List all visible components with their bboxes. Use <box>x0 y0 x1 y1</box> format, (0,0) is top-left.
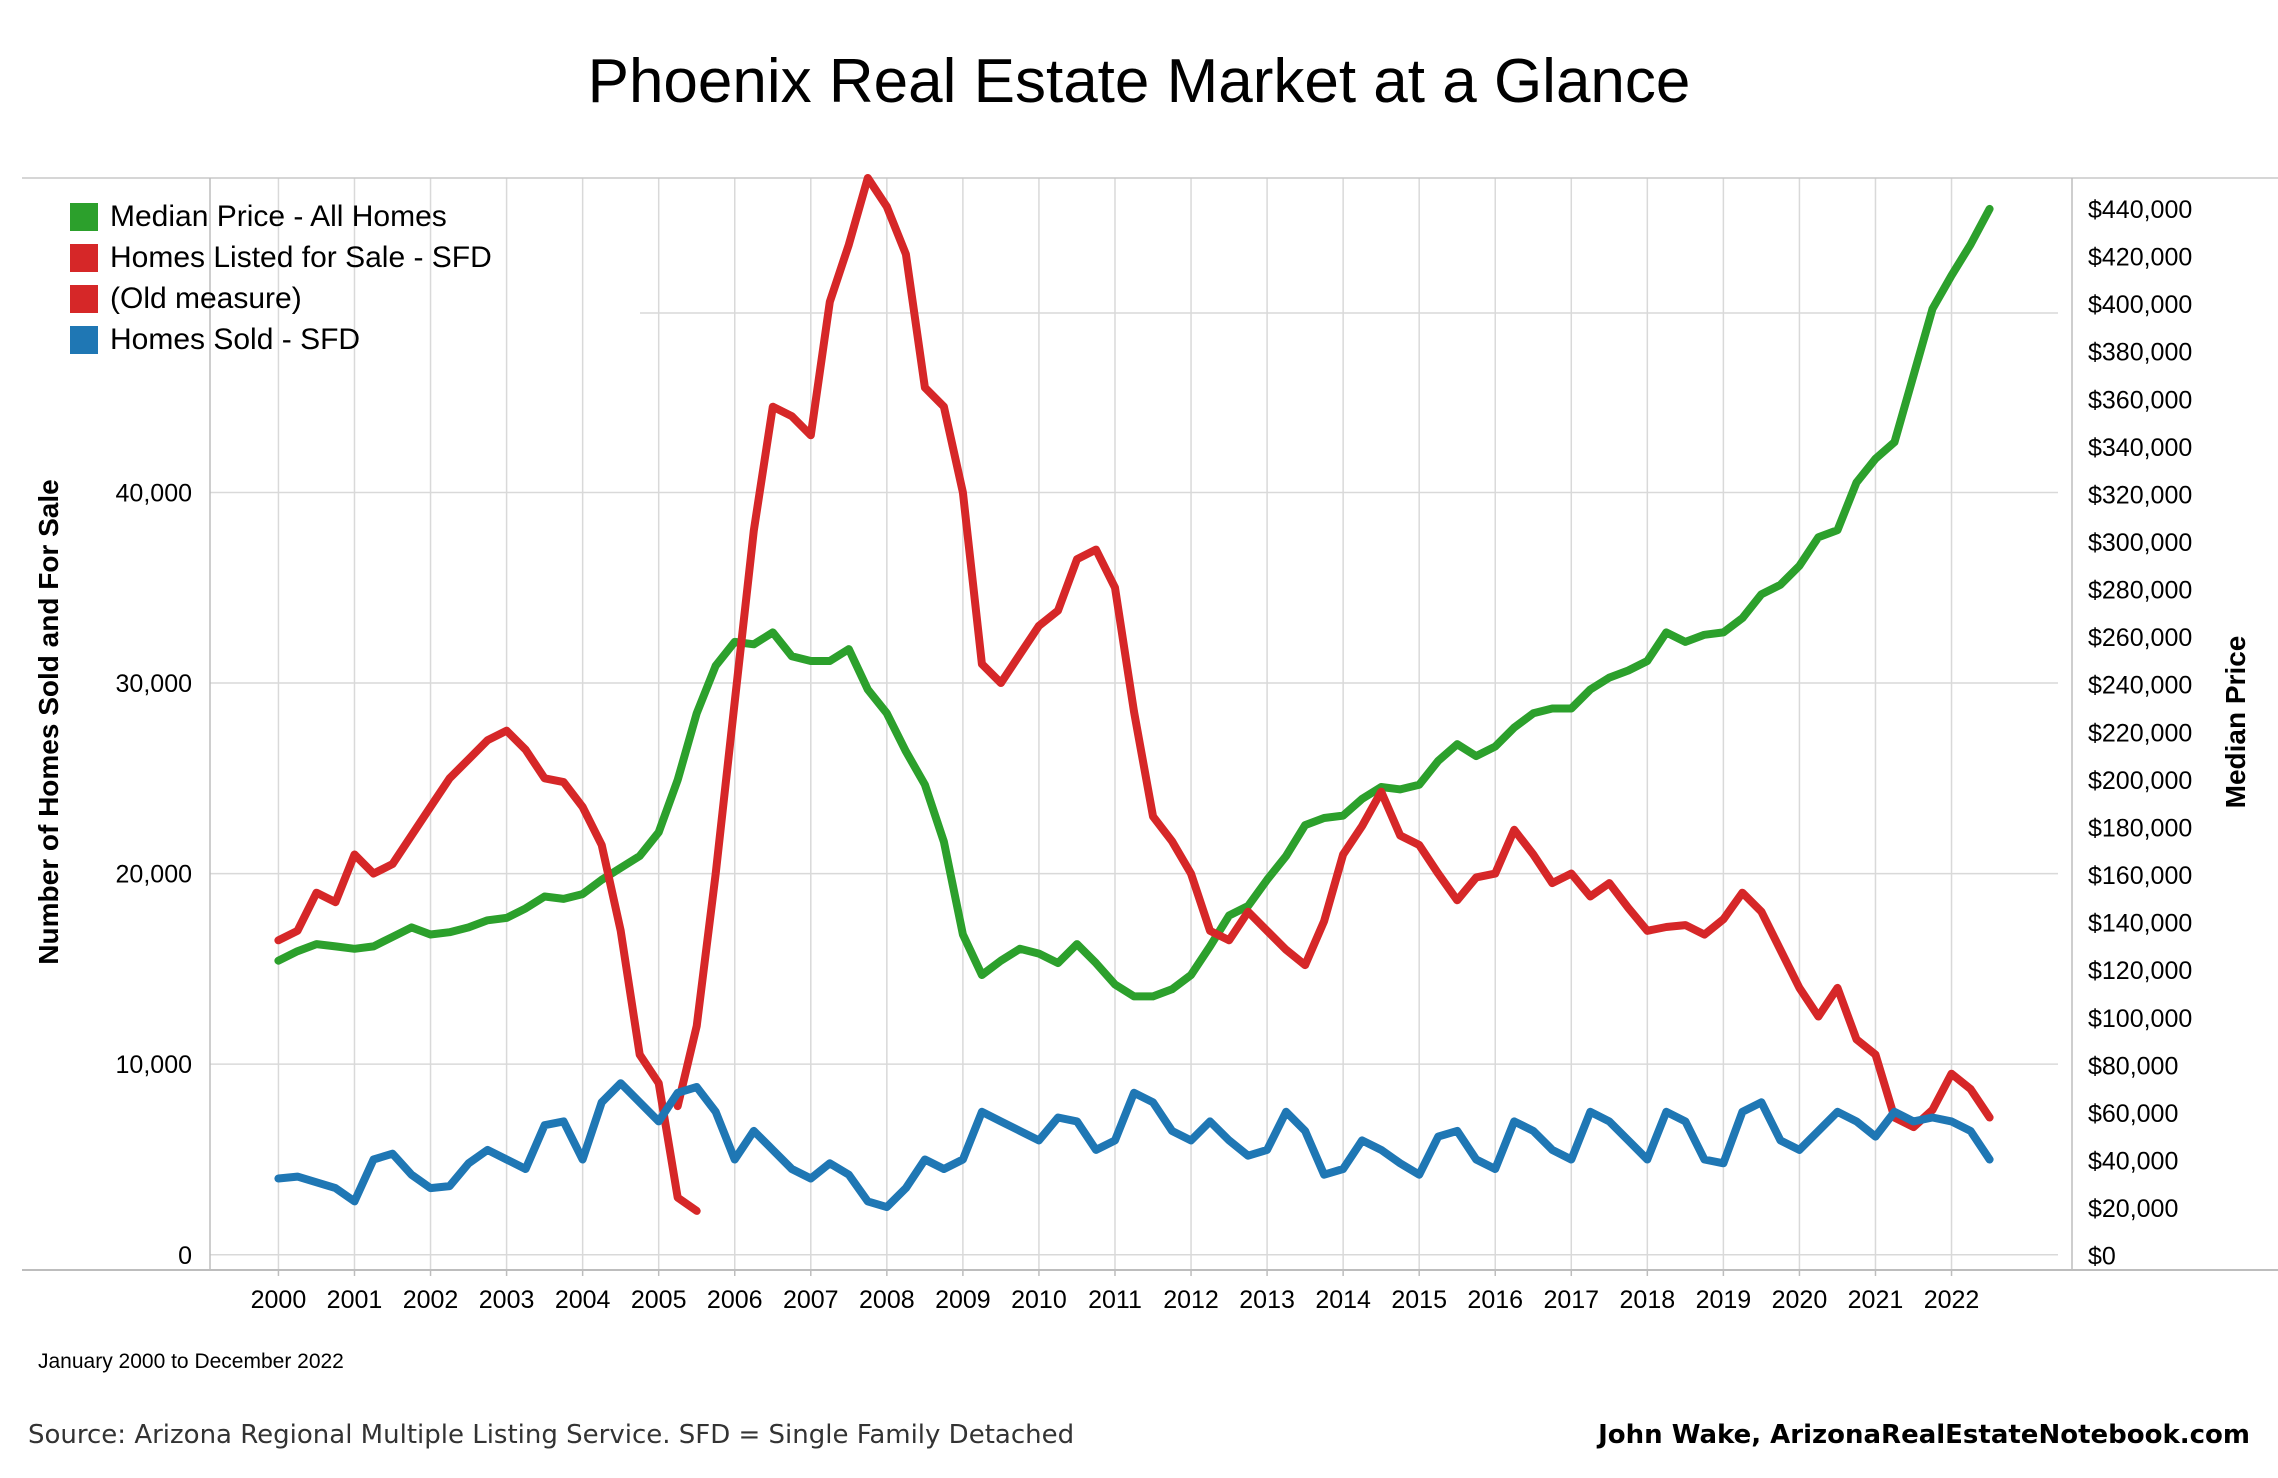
x-tick-label: 2002 <box>403 1286 459 1314</box>
series-line-old-measure <box>274 726 701 1215</box>
legend-swatch-green <box>70 202 98 231</box>
y-right-tick-label: $220,000 <box>2088 719 2192 747</box>
y-right-tick-label: $20,000 <box>2088 1195 2178 1223</box>
y-left-tick-label: 10,000 <box>116 1051 192 1079</box>
y-right-tick-label: $280,000 <box>2088 577 2192 605</box>
y-right-tick-label: $300,000 <box>2088 529 2192 557</box>
x-tick-label: 2009 <box>935 1286 991 1314</box>
y-right-tick-label: $120,000 <box>2088 957 2192 985</box>
source-note: Source: Arizona Regional Multiple Listin… <box>28 1420 1075 1450</box>
y-right-tick-label: $320,000 <box>2088 481 2192 509</box>
legend-label: (Old measure) <box>110 281 302 315</box>
y-right-tick-label: $200,000 <box>2088 767 2192 795</box>
y-right-tick-label: $440,000 <box>2088 196 2192 224</box>
legend-label: Homes Listed for Sale - SFD <box>110 240 492 274</box>
x-tick-label: 2019 <box>1696 1286 1752 1314</box>
y-right-tick-label: $380,000 <box>2088 339 2192 367</box>
legend-item-median-price: Median Price - All Homes <box>70 196 492 237</box>
x-tick-label: 2017 <box>1543 1286 1599 1314</box>
x-tick-label: 2015 <box>1391 1286 1447 1314</box>
y-right-tick-label: $60,000 <box>2088 1100 2178 1128</box>
y-right-tick-label: $180,000 <box>2088 814 2192 842</box>
y-right-tick-label: $400,000 <box>2088 291 2192 319</box>
x-tick-label: 2000 <box>251 1286 307 1314</box>
x-tick-label: 2001 <box>327 1286 383 1314</box>
x-tick-label: 2014 <box>1315 1286 1371 1314</box>
y-right-axis-title: Median Price <box>2220 636 2251 809</box>
y-right-tick-label: $80,000 <box>2088 1052 2178 1080</box>
x-tick-label: 2006 <box>707 1286 763 1314</box>
x-tick-label: 2005 <box>631 1286 687 1314</box>
series-lines <box>274 174 1994 1215</box>
x-tick-label: 2013 <box>1239 1286 1295 1314</box>
y-right-tick-label: $420,000 <box>2088 244 2192 272</box>
legend-swatch-red <box>70 243 98 272</box>
x-tick-label: 2010 <box>1011 1286 1067 1314</box>
series-line-homes-sold-sfd <box>274 1079 1994 1212</box>
x-tick-label: 2022 <box>1924 1286 1980 1314</box>
legend: Median Price - All Homes Homes Listed fo… <box>70 196 492 360</box>
axes <box>22 177 2278 1276</box>
x-tick-label: 2007 <box>783 1286 839 1314</box>
legend-swatch-red <box>70 284 98 313</box>
legend-item-listed: Homes Listed for Sale - SFD <box>70 237 492 278</box>
y-right-tick-label: $140,000 <box>2088 910 2192 938</box>
x-tick-label: 2018 <box>1620 1286 1676 1314</box>
series-line-homes-listed-for-sale-sfd <box>673 174 1994 1132</box>
y-right-tick-label: $160,000 <box>2088 862 2192 890</box>
x-tick-label: 2004 <box>555 1286 611 1314</box>
x-tick-label: 2003 <box>479 1286 535 1314</box>
y-left-tick-label: 0 <box>178 1242 192 1270</box>
legend-swatch-blue <box>70 325 98 354</box>
x-tick-label: 2021 <box>1848 1286 1904 1314</box>
tick-labels: 2000 2001 2002 2003 2004 2005 2006 2007 2008 2009… <box>33 196 2251 1314</box>
y-right-tick-label: $340,000 <box>2088 434 2192 462</box>
y-left-tick-label: 40,000 <box>116 479 192 507</box>
x-tick-label: 2012 <box>1163 1286 1219 1314</box>
y-right-tick-label: $360,000 <box>2088 386 2192 414</box>
legend-item-sold: Homes Sold - SFD <box>70 319 492 360</box>
y-left-tick-label: 30,000 <box>116 670 192 698</box>
byline: John Wake, ArizonaRealEstateNotebook.com <box>1598 1420 2250 1450</box>
series-line-median-price-all-homes <box>274 204 1994 1001</box>
x-tick-label: 2011 <box>1088 1286 1142 1314</box>
legend-label: Homes Sold - SFD <box>110 322 361 356</box>
x-tick-label: 2016 <box>1467 1286 1523 1314</box>
y-right-tick-label: $100,000 <box>2088 1005 2192 1033</box>
y-right-tick-label: $240,000 <box>2088 672 2192 700</box>
y-right-tick-label: $40,000 <box>2088 1148 2178 1176</box>
y-left-axis-title: Number of Homes Sold and For Sale <box>33 479 64 964</box>
x-tick-label: 2020 <box>1772 1286 1828 1314</box>
gridlines <box>210 178 2058 1270</box>
y-right-tick-label: $260,000 <box>2088 624 2192 652</box>
date-range-note: January 2000 to December 2022 <box>38 1350 344 1373</box>
y-left-tick-label: 20,000 <box>116 861 192 889</box>
legend-item-old-measure: (Old measure) <box>70 278 492 319</box>
chart-title: Phoenix Real Estate Market at a Glance <box>587 47 1691 116</box>
legend-label: Median Price - All Homes <box>110 199 447 233</box>
y-right-tick-label: $0 <box>2088 1243 2116 1271</box>
x-tick-label: 2008 <box>859 1286 915 1314</box>
